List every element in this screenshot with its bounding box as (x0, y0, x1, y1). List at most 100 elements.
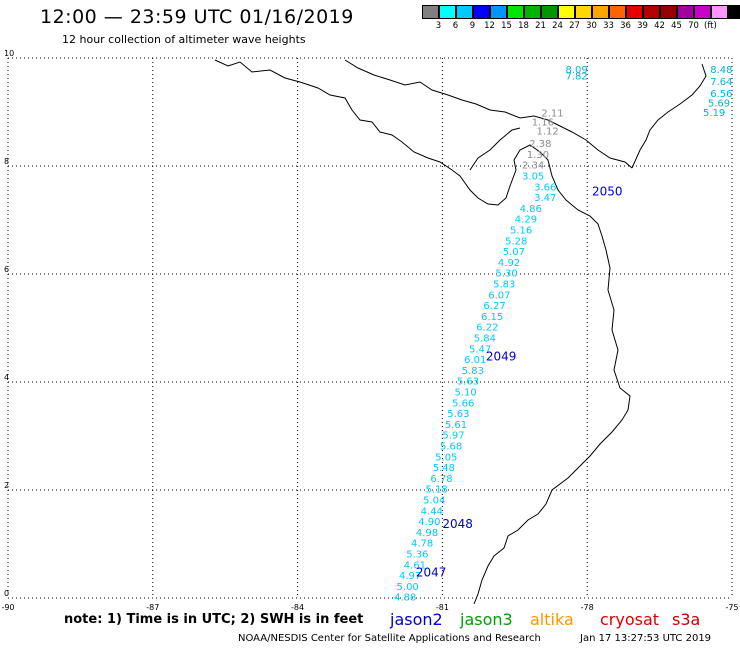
legend-swatch (660, 5, 677, 19)
lat-tick-label: 4 (4, 373, 9, 382)
wave-height-value: 5.30 (495, 269, 517, 280)
satellite-name: jason3 (460, 610, 513, 629)
pass-label: 2048 (442, 517, 473, 531)
legend-swatch (694, 5, 711, 19)
wave-height-value: 5.07 (503, 247, 525, 258)
legend-swatch (507, 5, 524, 19)
legend-swatch (422, 5, 439, 19)
map-title: 12:00 — 23:59 UTC 01/16/2019 (40, 6, 354, 28)
lat-tick-label: 0 (4, 589, 9, 598)
legend-label: 24 (552, 21, 563, 31)
footer-timestamp: Jan 17 13:27:53 UTC 2019 (580, 633, 712, 644)
legend-swatch (643, 5, 660, 19)
lat-tick-label: 2 (4, 481, 9, 490)
axis-labels: -90 -87 -84 -81 -78 -75 10 8 6 4 2 0 (1, 49, 738, 612)
lon-tick-label: -84 (291, 603, 304, 612)
wave-height-value: 5.83 (462, 366, 484, 377)
wave-values: 8.097.82 8.487.646.565.695.19 2.111.161.12… (394, 65, 732, 604)
wave-height-value: 4.86 (520, 204, 542, 215)
wave-height-value: 5.18 (426, 485, 448, 496)
legend-label: 12 (484, 21, 495, 31)
wave-height-value: 1.30 (527, 150, 549, 161)
wave-height-value: 5.66 (452, 398, 474, 409)
wave-height-value: 2.11 (541, 108, 563, 119)
wave-height-value: 5.05 (435, 452, 457, 463)
legend-label: 70 (688, 21, 699, 31)
gulf-of-panama (469, 127, 521, 171)
legend-swatch (439, 5, 456, 19)
satellite-name: s3a (672, 610, 701, 629)
wave-height-value: 2.38 (529, 139, 551, 150)
wave-height-value: 4.92 (498, 258, 520, 269)
legend-swatch (592, 5, 609, 19)
wave-height-value: 8.09 (565, 65, 587, 76)
legend-swatches (422, 5, 740, 19)
wave-height-value: 5.63 (457, 377, 479, 388)
legend-label: 42 (654, 21, 665, 31)
wave-height-value: 5.47 (469, 344, 491, 355)
wave-height-value: 5.68 (440, 442, 462, 453)
satellite-name: altika (530, 610, 574, 629)
legend-label: 45 (671, 21, 682, 31)
lon-tick-label: -90 (1, 603, 14, 612)
wave-height-value: 4.97 (399, 571, 421, 582)
wave-height-value: 6.56 (710, 89, 732, 100)
wave-height-value: 6.01 (464, 355, 486, 366)
wave-height-value: 4.88 (394, 593, 416, 604)
wave-height-value: 5.69 (708, 99, 730, 110)
wave-height-value: 5.16 (510, 226, 532, 237)
wave-height-value: 5.84 (474, 334, 496, 345)
wave-height-value: 3.66 (534, 182, 556, 193)
pass-label: 2049 (486, 349, 517, 363)
legend-unit: (ft) (704, 21, 717, 31)
legend-swatch (541, 5, 558, 19)
wave-height-value: 5.28 (505, 236, 527, 247)
legend-swatch (677, 5, 694, 19)
legend-label: 33 (603, 21, 614, 31)
wave-height-value: 2.34 (522, 161, 544, 172)
legend-label: 39 (637, 21, 648, 31)
legend-label: 6 (452, 21, 459, 31)
legend-swatch (711, 5, 728, 19)
wave-height-value: 5.97 (442, 431, 464, 442)
legend-swatch (728, 5, 740, 19)
wave-height-value: 1.12 (537, 127, 559, 138)
legend-swatch (626, 5, 643, 19)
coastline-caribbean (344, 59, 633, 169)
legend-label: 21 (535, 21, 546, 31)
wave-height-value: 6.78 (430, 474, 452, 485)
coastline-central-america (214, 59, 631, 605)
lon-tick-label: -87 (146, 603, 159, 612)
footer-credit: NOAA/NESDIS Center for Satellite Applica… (238, 633, 541, 644)
wave-height-value: 5.10 (454, 388, 476, 399)
wave-height-value: 7.64 (710, 77, 732, 88)
lon-tick-label: -78 (581, 603, 594, 612)
legend-label: 18 (518, 21, 529, 31)
wave-height-value: 7.82 (565, 72, 587, 83)
pass-labels: 20102050204920482047 (416, 185, 623, 580)
legend-swatch (575, 5, 592, 19)
lat-tick-label: 6 (4, 265, 9, 274)
wave-height-value: 5.48 (433, 463, 455, 474)
pass-label: 2050 (592, 185, 623, 199)
wave-height-value: 5.61 (445, 420, 467, 431)
wave-height-value: 4.29 (515, 215, 537, 226)
satellite-name: cryosat (600, 610, 660, 629)
wave-height-value: 6.27 (483, 301, 505, 312)
legend-label: 3 (435, 21, 442, 31)
legend-swatch (524, 5, 541, 19)
color-legend: 3 6 9 12 15 18 21 24 27 30 33 36 39 42 45 70 (ft) (422, 5, 740, 31)
wave-height-value: 4.78 (411, 539, 433, 550)
wave-height-value: 5.04 (423, 496, 445, 507)
wave-height-value: 6.07 (488, 290, 510, 301)
wave-height-value: 8.48 (710, 65, 732, 76)
lon-tick-label: -75 (725, 603, 738, 612)
wave-height-value: 5.63 (447, 409, 469, 420)
wave-height-value: 6.22 (476, 323, 498, 334)
legend-label: 9 (469, 21, 476, 31)
map-subtitle: 12 hour collection of altimeter wave hei… (62, 33, 306, 46)
wave-height-value: 5.83 (493, 280, 515, 291)
wave-height-value: 1.16 (532, 118, 554, 129)
legend-labels: 3 6 9 12 15 18 21 24 27 30 33 36 39 42 45 70 (ft) (422, 21, 740, 31)
